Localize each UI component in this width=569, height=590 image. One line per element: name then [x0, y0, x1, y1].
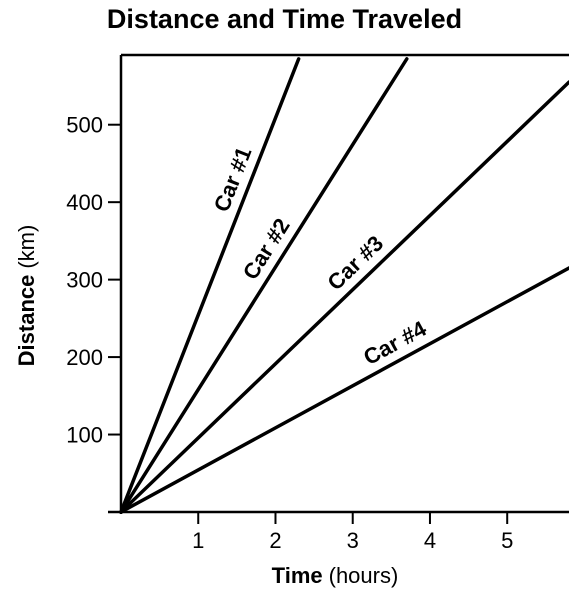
y-tick-label: 400 — [66, 190, 103, 215]
y-tick-label: 200 — [66, 345, 103, 370]
series-lines — [119, 57, 569, 514]
series-line — [119, 57, 301, 514]
x-tick-label: 1 — [192, 528, 204, 553]
series-line — [119, 57, 409, 514]
y-axis-title-main: Distance — [14, 275, 39, 367]
series-label: Car #1 — [209, 143, 257, 215]
x-tick-label: 4 — [424, 528, 436, 553]
series-line — [119, 266, 569, 514]
x-axis-title: Time (hours) — [272, 563, 399, 588]
x-axis-title-main: Time — [272, 563, 323, 588]
y-tick-label: 100 — [66, 423, 103, 448]
chart-title: Distance and Time Traveled — [106, 4, 463, 34]
x-axis-title-unit: (hours) — [329, 563, 399, 588]
series-line — [119, 80, 569, 514]
y-axis-title: Distance (km) — [14, 225, 39, 367]
x-tick-label: 5 — [501, 528, 513, 553]
x-tick-label: 2 — [269, 528, 281, 553]
plot-frame — [108, 53, 569, 514]
x-axis-ticks: 1 2 3 4 5 — [192, 512, 513, 553]
y-tick-label: 300 — [66, 268, 103, 293]
x-tick-label: 3 — [347, 528, 359, 553]
y-tick-label: 500 — [66, 113, 103, 138]
y-axis-title-unit: (km) — [14, 225, 39, 269]
y-axis-ticks: 100 200 300 400 500 — [66, 113, 121, 448]
